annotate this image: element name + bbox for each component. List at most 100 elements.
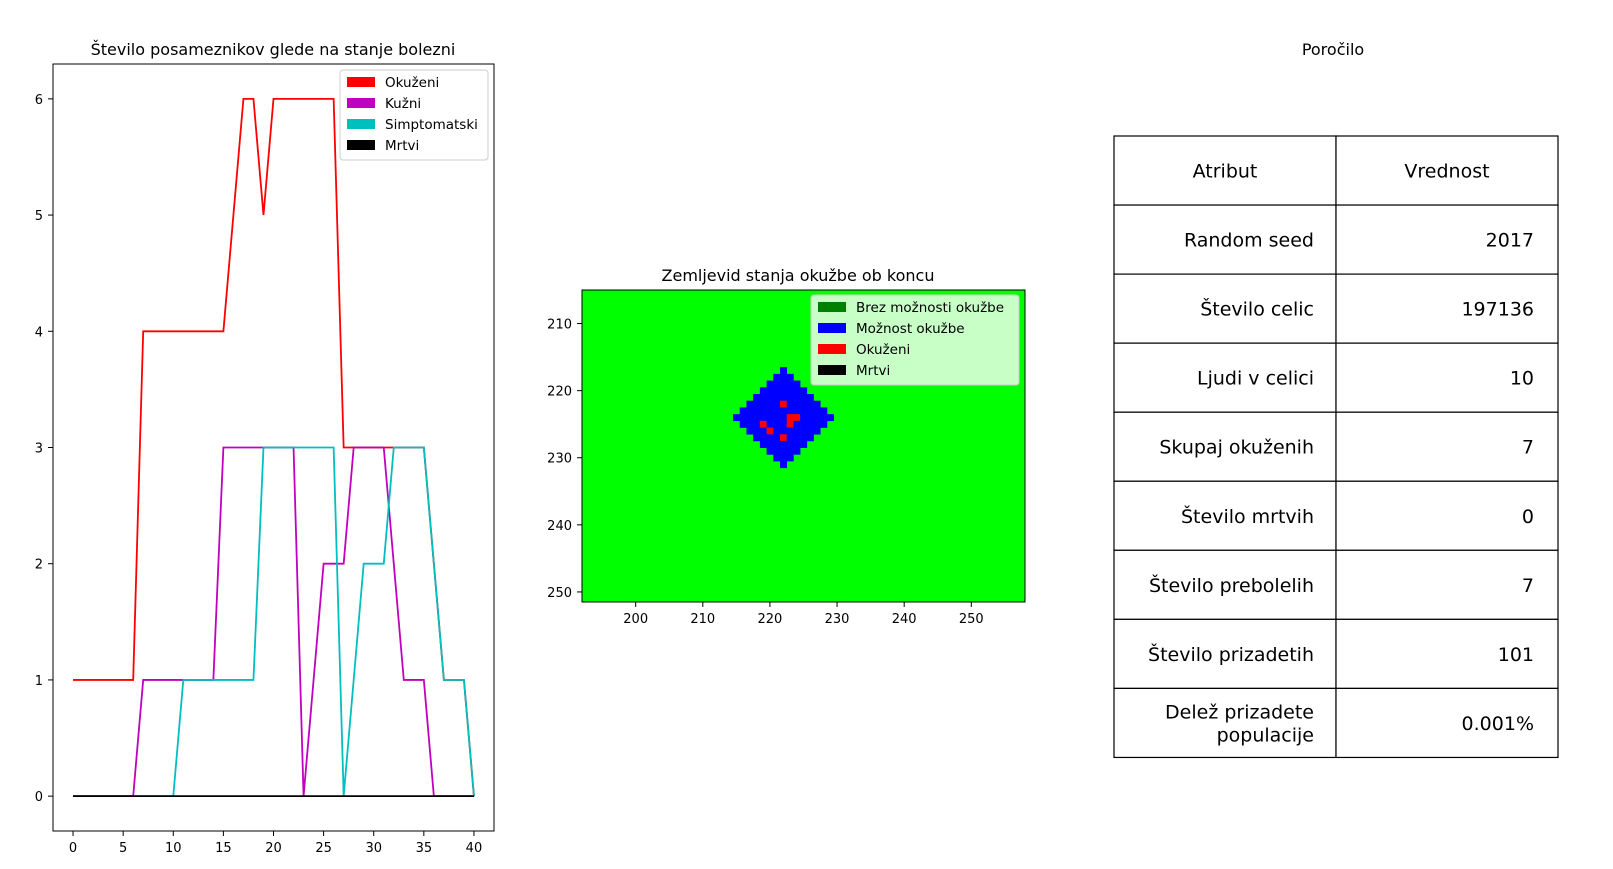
infected-cell xyxy=(759,420,767,428)
susceptible-cell xyxy=(813,407,821,415)
susceptible-cell xyxy=(806,394,814,402)
susceptible-cell xyxy=(800,427,808,435)
susceptible-cell xyxy=(786,434,794,442)
y-tick-label: 6 xyxy=(35,93,43,108)
susceptible-cell xyxy=(759,400,767,408)
susceptible-cell xyxy=(806,427,814,435)
y-tick-label: 5 xyxy=(35,209,43,224)
susceptible-cell xyxy=(759,394,767,402)
x-tick-label: 0 xyxy=(69,841,77,856)
y-tick-label: 4 xyxy=(35,325,43,340)
susceptible-cell xyxy=(766,407,774,415)
susceptible-cell xyxy=(780,367,788,375)
susceptible-cell xyxy=(766,414,774,422)
legend-swatch xyxy=(818,323,846,333)
attribute-cell-text: Random seed xyxy=(1184,230,1314,252)
table-cell xyxy=(1335,342,1559,413)
susceptible-cell xyxy=(793,427,801,435)
table-cell xyxy=(1335,135,1559,206)
susceptible-cell xyxy=(773,380,781,388)
table-cell xyxy=(1335,618,1559,689)
map-chart: Zemljevid stanja okužbe ob koncu 200 210 2… xyxy=(547,266,1026,627)
y-tick-label: 250 xyxy=(547,586,572,601)
legend-label: Kužni xyxy=(385,96,421,112)
report-table: Poročilo Atribut Vrednost Random seed 2017 Š… xyxy=(1113,40,1559,759)
y-tick-label: 220 xyxy=(547,385,572,400)
susceptible-cell xyxy=(746,414,754,422)
table-cell xyxy=(1113,273,1337,344)
susceptible-cell xyxy=(780,440,788,448)
table-cell xyxy=(1335,411,1559,482)
susceptible-cell xyxy=(800,400,808,408)
susceptible-cell xyxy=(746,407,754,415)
susceptible-cell xyxy=(820,420,828,428)
susceptible-cell xyxy=(780,380,788,388)
susceptible-cell xyxy=(793,447,801,455)
value-cell-text: 101 xyxy=(1498,644,1534,666)
susceptible-cell xyxy=(766,447,774,455)
legend-box xyxy=(810,294,1020,386)
susceptible-cell xyxy=(753,414,761,422)
legend-swatch xyxy=(347,119,375,129)
legend-label: Brez možnosti okužbe xyxy=(856,300,1004,316)
susceptible-cell xyxy=(773,394,781,402)
x-tick-label: 240 xyxy=(892,612,917,627)
susceptible-cell xyxy=(793,394,801,402)
susceptible-cell xyxy=(800,440,808,448)
x-tick-label: 20 xyxy=(265,841,282,856)
susceptible-cell xyxy=(800,387,808,395)
susceptible-cell xyxy=(800,394,808,402)
x-tick-label: 250 xyxy=(959,612,984,627)
susceptible-cell xyxy=(800,414,808,422)
susceptible-cell xyxy=(786,454,794,462)
susceptible-cell xyxy=(786,447,794,455)
susceptible-cell xyxy=(800,407,808,415)
table-header: Atribut xyxy=(1193,161,1258,183)
susceptible-cell xyxy=(766,440,774,448)
susceptible-cell xyxy=(739,407,747,415)
susceptible-cell xyxy=(813,420,821,428)
susceptible-cell xyxy=(753,420,761,428)
susceptible-cell xyxy=(773,454,781,462)
susceptible-cell xyxy=(766,380,774,388)
susceptible-cell xyxy=(746,427,754,435)
susceptible-cell xyxy=(773,407,781,415)
series-lines xyxy=(73,97,475,798)
susceptible-cell xyxy=(826,414,834,422)
infected-cell xyxy=(786,414,794,422)
susceptible-cell xyxy=(753,400,761,408)
attribute-cell-text: Delež prizadete xyxy=(1165,701,1314,723)
susceptible-cell xyxy=(786,387,794,395)
x-tick-label: 25 xyxy=(315,841,332,856)
attribute-cell-text: populacije xyxy=(1217,724,1314,746)
y-tick-label: 210 xyxy=(547,318,572,333)
value-cell-text: 7 xyxy=(1522,437,1534,459)
susceptible-cell xyxy=(739,420,747,428)
susceptible-cell xyxy=(746,400,754,408)
susceptible-cell xyxy=(739,414,747,422)
susceptible-cell xyxy=(773,400,781,408)
susceptible-cell xyxy=(780,414,788,422)
susceptible-cell xyxy=(759,407,767,415)
legend-label: Mrtvi xyxy=(856,363,890,379)
susceptible-cell xyxy=(766,400,774,408)
x-axis: 200 210 220 230 240 250 xyxy=(623,602,984,627)
susceptible-cell xyxy=(773,440,781,448)
susceptible-cell xyxy=(780,454,788,462)
table-header: Vrednost xyxy=(1404,161,1489,183)
susceptible-cell xyxy=(786,373,794,381)
attribute-cell-text: Ljudi v celici xyxy=(1197,368,1314,390)
table-cell xyxy=(1113,618,1337,689)
infected-cell xyxy=(793,414,801,422)
legend-swatch xyxy=(347,77,375,87)
susceptible-cell xyxy=(759,427,767,435)
legend-swatch xyxy=(818,365,846,375)
susceptible-cell xyxy=(759,414,767,422)
map-cells xyxy=(733,367,834,469)
attribute-cell-text: Število mrtvih xyxy=(1181,504,1314,528)
y-axis: 210 220 230 240 250 xyxy=(547,318,582,601)
attribute-cell-text: Število celic xyxy=(1200,297,1314,321)
susceptible-cell xyxy=(793,407,801,415)
infected-cell xyxy=(780,434,788,442)
infected-cell xyxy=(786,420,794,428)
